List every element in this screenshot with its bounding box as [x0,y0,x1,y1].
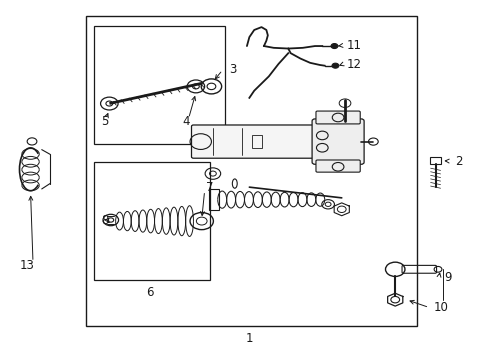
Bar [94,162,210,280]
Bar [429,157,441,164]
Text: 12: 12 [346,58,361,72]
Bar [208,189,218,210]
FancyBboxPatch shape [315,160,360,172]
Text: 3: 3 [228,63,236,76]
Text: 11: 11 [346,39,361,52]
Text: 7: 7 [205,181,213,194]
Text: 4: 4 [183,115,190,128]
Text: 5: 5 [101,115,108,128]
FancyBboxPatch shape [315,111,360,124]
Bar [251,135,261,148]
Text: 2: 2 [455,154,462,167]
FancyBboxPatch shape [311,119,364,164]
Text: 8: 8 [101,213,108,226]
Bar [94,26,224,144]
Text: 13: 13 [19,259,34,272]
Bar [86,16,416,327]
Text: 1: 1 [245,332,253,345]
Circle shape [330,44,337,49]
Circle shape [331,63,338,68]
Text: 10: 10 [433,301,448,314]
Text: 9: 9 [443,271,450,284]
FancyBboxPatch shape [191,125,319,158]
Text: 6: 6 [145,286,153,299]
